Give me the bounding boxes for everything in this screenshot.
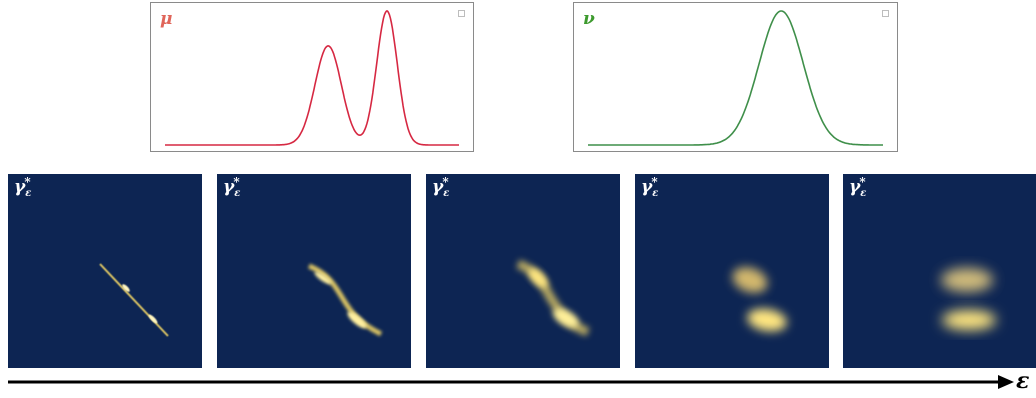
transport-ridge: [99, 263, 169, 337]
panel-label-3: γε*: [432, 175, 450, 199]
nu-distribution-plot: ν: [573, 2, 898, 152]
nu-curve-canvas: [588, 10, 883, 146]
transport-peak-upper: [528, 268, 548, 288]
transport-peak-lower: [148, 314, 158, 324]
transport-plan-panel-5: γε*: [843, 174, 1036, 368]
epsilon-axis-label: ε: [1016, 368, 1030, 394]
transport-plan-image-1: [99, 263, 169, 337]
transport-plan-panel-4: γε*: [635, 174, 829, 368]
transport-blob-lower: [942, 310, 996, 330]
transport-blob-upper: [732, 267, 768, 293]
mu-density-curve: [165, 10, 459, 146]
nu-corner-checkbox-icon: [882, 10, 889, 17]
transport-peak-lower: [347, 311, 367, 329]
panel-label-4: γε*: [641, 175, 659, 199]
mu-corner-checkbox-icon: [458, 10, 465, 17]
nu-label: ν: [583, 9, 595, 29]
epsilon-arrow: [8, 375, 1014, 389]
transport-blob-lower: [747, 308, 787, 332]
transport-plan-panel-2: γε*: [217, 174, 411, 368]
transport-peak-lower: [553, 308, 579, 328]
transport-blob-upper: [941, 268, 993, 292]
transport-plan-image-5: [941, 268, 996, 330]
transport-peak-upper: [314, 271, 332, 285]
transport-plan-image-2: [308, 263, 383, 337]
panel-label-1: γε*: [14, 175, 32, 199]
mu-label: μ: [160, 9, 173, 29]
nu-density-curve: [588, 10, 883, 146]
mu-curve-canvas: [165, 10, 459, 146]
transport-peak-upper: [122, 284, 130, 292]
panel-label-2: γε*: [223, 175, 241, 199]
mu-distribution-plot: μ: [150, 2, 474, 152]
transport-plan-panel-1: γε*: [8, 174, 202, 368]
transport-plan-panel-3: γε*: [426, 174, 620, 368]
panel-label-5: γε*: [849, 175, 867, 199]
transport-plan-image-4: [732, 267, 787, 332]
transport-plan-image-3: [516, 259, 590, 337]
